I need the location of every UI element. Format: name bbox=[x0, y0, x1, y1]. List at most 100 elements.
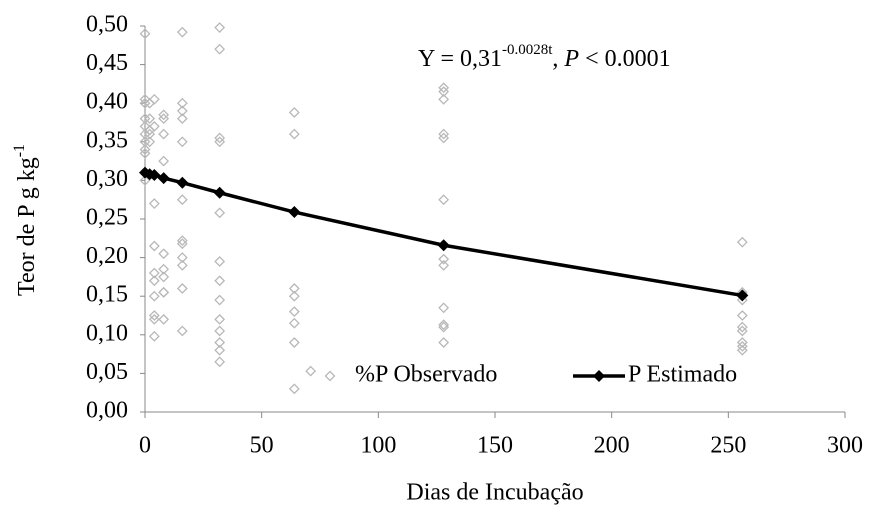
scatter-point bbox=[158, 155, 170, 167]
line-marker bbox=[148, 168, 161, 181]
scatter-point bbox=[139, 136, 151, 148]
scatter-point bbox=[176, 325, 188, 337]
line-marker bbox=[176, 176, 189, 189]
scatter-point bbox=[736, 340, 748, 352]
scatter-point bbox=[176, 105, 188, 117]
y-tick-label: 0,00 bbox=[86, 398, 128, 424]
scatter-point bbox=[158, 286, 170, 298]
x-tick-label: 150 bbox=[477, 433, 513, 459]
legend-label: P Estimado bbox=[628, 362, 737, 388]
scatter-point bbox=[158, 109, 170, 121]
scatter-point bbox=[214, 43, 226, 55]
scatter-point bbox=[144, 136, 156, 148]
line-marker bbox=[157, 172, 170, 185]
line-marker bbox=[288, 206, 301, 219]
x-tick-label: 200 bbox=[594, 433, 630, 459]
scatter-point bbox=[214, 136, 226, 148]
scatter-point bbox=[288, 107, 300, 118]
scatter-point bbox=[148, 275, 160, 287]
scatter-point bbox=[176, 252, 188, 264]
legend-swatch bbox=[324, 370, 336, 382]
scatter-point bbox=[438, 321, 450, 333]
scatter-point bbox=[438, 253, 450, 265]
scatter-point bbox=[139, 144, 151, 155]
scatter-point bbox=[736, 310, 748, 321]
y-tick-label: 0,10 bbox=[86, 320, 128, 346]
scatter-point bbox=[144, 128, 156, 140]
scatter-point bbox=[214, 356, 226, 368]
scatter-point bbox=[148, 290, 160, 302]
scatter-point bbox=[214, 313, 226, 325]
y-tick-label: 0,50 bbox=[86, 12, 128, 38]
eq-base: Y = 0,31 bbox=[418, 46, 502, 72]
scatter-point bbox=[158, 313, 170, 325]
scatter-point bbox=[438, 194, 450, 206]
equation: Y = 0,31-0.0028t, P < 0.0001 bbox=[418, 42, 671, 71]
scatter-point bbox=[158, 248, 170, 260]
y-tick-label: 0,45 bbox=[86, 50, 128, 76]
scatter-point bbox=[214, 275, 226, 287]
legend-label: %P Observado bbox=[355, 362, 497, 388]
scatter-point bbox=[438, 93, 450, 105]
scatter-point bbox=[438, 302, 450, 314]
scatter-point bbox=[176, 194, 188, 206]
scatter-point bbox=[288, 383, 300, 395]
scatter-point bbox=[214, 294, 226, 306]
scatter-point bbox=[438, 86, 450, 98]
eq-exponent: -0.0028t bbox=[502, 42, 553, 58]
scatter-point bbox=[176, 26, 188, 38]
scatter-point bbox=[288, 317, 300, 329]
scatter-point bbox=[139, 97, 151, 109]
y-axis-title-text: Teor de P g kg bbox=[14, 157, 40, 296]
scatter-point bbox=[288, 290, 300, 302]
x-tick-label: 50 bbox=[250, 433, 274, 459]
scatter-point bbox=[176, 283, 188, 294]
scatter-point bbox=[139, 28, 151, 40]
scatter-point bbox=[288, 128, 300, 140]
scatter-point bbox=[214, 344, 226, 356]
x-axis-title: Dias de Incubação bbox=[406, 480, 583, 506]
line-marker bbox=[437, 239, 450, 252]
y-tick-label: 0,15 bbox=[86, 282, 128, 308]
scatter-point bbox=[305, 365, 317, 377]
x-tick-label: 0 bbox=[139, 433, 151, 459]
scatter-point bbox=[158, 286, 170, 298]
line-marker bbox=[736, 289, 749, 302]
scatter-point bbox=[148, 310, 160, 321]
x-tick-label: 250 bbox=[710, 433, 746, 459]
scatter-point bbox=[438, 319, 450, 331]
scatter-point bbox=[176, 97, 188, 109]
scatter-point bbox=[214, 337, 226, 348]
scatter-point bbox=[438, 82, 450, 94]
scatter-point bbox=[176, 238, 188, 250]
scatter-point bbox=[214, 256, 226, 267]
scatter-point bbox=[176, 235, 188, 247]
scatter-point bbox=[158, 128, 170, 140]
scatter-point bbox=[736, 344, 748, 356]
scatter-point bbox=[214, 325, 226, 337]
x-tick-label: 100 bbox=[360, 433, 396, 459]
y-tick-label: 0,20 bbox=[86, 243, 128, 269]
scatter-point bbox=[438, 337, 450, 348]
scatter-point bbox=[148, 313, 160, 325]
scatter-point bbox=[148, 198, 160, 209]
scatter-point bbox=[148, 93, 160, 105]
scatter-point bbox=[438, 128, 450, 140]
y-axis-title-sup: -1 bbox=[11, 144, 28, 157]
scatter-point bbox=[158, 271, 170, 283]
scatter-point bbox=[139, 147, 151, 159]
line-marker bbox=[213, 186, 226, 199]
y-tick-label: 0,05 bbox=[86, 359, 128, 385]
scatter-point bbox=[148, 240, 160, 252]
scatter-point bbox=[214, 132, 226, 144]
fit-line bbox=[144, 171, 743, 298]
scatter-point bbox=[214, 207, 226, 219]
scatter-point bbox=[438, 132, 450, 144]
eq-p: P bbox=[563, 46, 579, 72]
y-tick-label: 0,25 bbox=[86, 205, 128, 231]
eq-p-value: < 0.0001 bbox=[579, 46, 671, 72]
y-tick-label: 0,35 bbox=[86, 127, 128, 153]
x-tick-label: 300 bbox=[827, 433, 863, 459]
scatter-point bbox=[214, 22, 226, 33]
